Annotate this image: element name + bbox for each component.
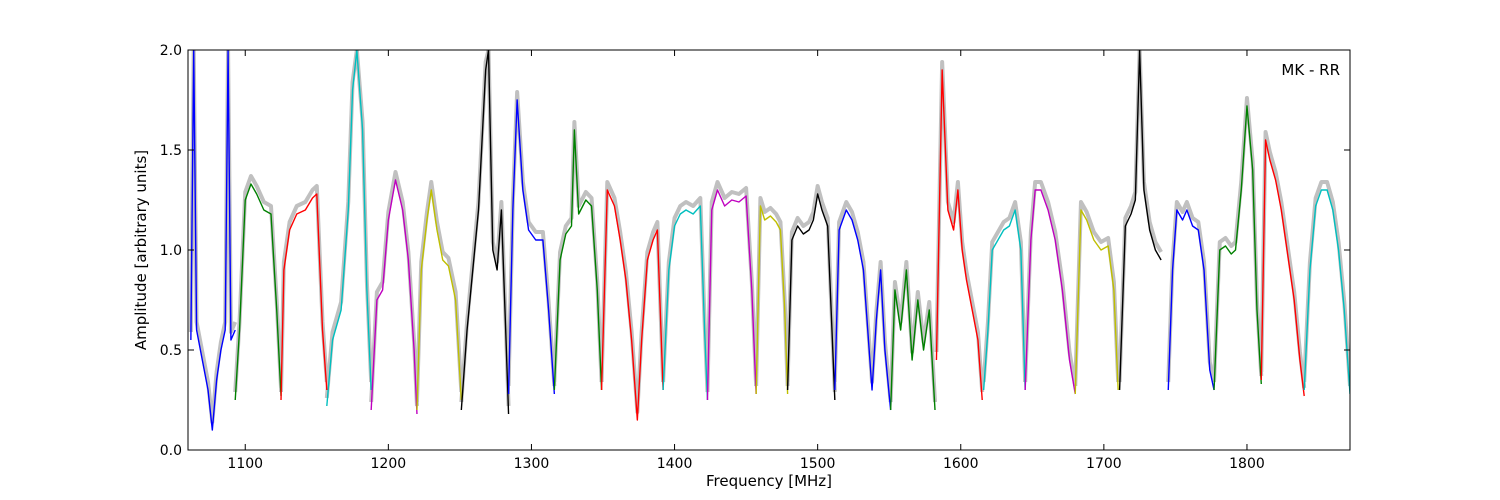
x-axis-title: Frequency [MHz] bbox=[706, 472, 832, 490]
series-segment-20 bbox=[1074, 209, 1119, 395]
x-tick-label: 1700 bbox=[1086, 456, 1122, 472]
y-axis-title: Amplitude [arbitrary units] bbox=[132, 150, 150, 350]
series-segment-4 bbox=[326, 50, 372, 407]
background-trace-16 bbox=[888, 260, 937, 403]
background-trace-10 bbox=[599, 180, 666, 414]
x-tick-label: 1200 bbox=[371, 456, 407, 472]
y-tick-label: 1.0 bbox=[160, 243, 182, 259]
background-trace-14 bbox=[785, 184, 837, 393]
background-trace-12 bbox=[705, 180, 759, 393]
series-segment-13 bbox=[755, 205, 789, 395]
series-segment-2 bbox=[234, 183, 282, 401]
axis-ticks: 1100 1200 1300 1400 1500 1600 1700 1800 0.0 0.5 1.… bbox=[160, 43, 1350, 472]
series-segment-25 bbox=[1303, 189, 1350, 395]
series-segment-3 bbox=[280, 193, 328, 401]
series-segment-22 bbox=[1167, 209, 1215, 391]
series-segment-9 bbox=[553, 129, 603, 391]
plot-series-group bbox=[188, 50, 1350, 431]
y-tick-label: 0.0 bbox=[160, 443, 182, 459]
series-segment-11 bbox=[662, 205, 709, 401]
plot-annotation: MK - RR bbox=[1281, 61, 1340, 79]
x-tick-label: 1400 bbox=[657, 456, 693, 472]
y-tick-label: 2.0 bbox=[160, 43, 182, 59]
series-segment-10 bbox=[600, 189, 664, 421]
background-trace-13 bbox=[754, 196, 790, 387]
x-tick-label: 1600 bbox=[943, 456, 979, 472]
series-segment-7 bbox=[460, 50, 510, 415]
series-segment-14 bbox=[786, 193, 836, 401]
x-tick-label: 1800 bbox=[1229, 456, 1265, 472]
series-segment-19 bbox=[1024, 189, 1076, 395]
background-trace-20 bbox=[1073, 200, 1121, 387]
series-segment-6 bbox=[416, 189, 463, 411]
x-tick-label: 1500 bbox=[800, 456, 836, 472]
y-tick-label: 0.5 bbox=[160, 343, 182, 359]
background-trace-24 bbox=[1259, 130, 1307, 389]
x-tick-label: 1300 bbox=[514, 456, 550, 472]
x-tick-label: 1100 bbox=[227, 456, 263, 472]
background-trace-6 bbox=[414, 180, 464, 403]
series-segment-5 bbox=[370, 179, 418, 415]
series-segment-12 bbox=[706, 189, 757, 401]
series-segment-17 bbox=[935, 69, 983, 401]
series-segment-16 bbox=[889, 269, 936, 411]
background-trace-3 bbox=[279, 184, 329, 393]
series-segment-23 bbox=[1213, 105, 1262, 391]
series-segment-21 bbox=[1118, 50, 1162, 391]
series-segment-1 bbox=[190, 50, 236, 431]
series-segment-15 bbox=[834, 209, 892, 411]
series-segment-18 bbox=[982, 209, 1026, 391]
series-segment-24 bbox=[1260, 139, 1305, 397]
y-tick-label: 1.5 bbox=[160, 143, 182, 159]
background-trace-21 bbox=[1117, 50, 1163, 383]
background-trace-25 bbox=[1302, 180, 1350, 387]
series-segment-8 bbox=[507, 99, 556, 395]
